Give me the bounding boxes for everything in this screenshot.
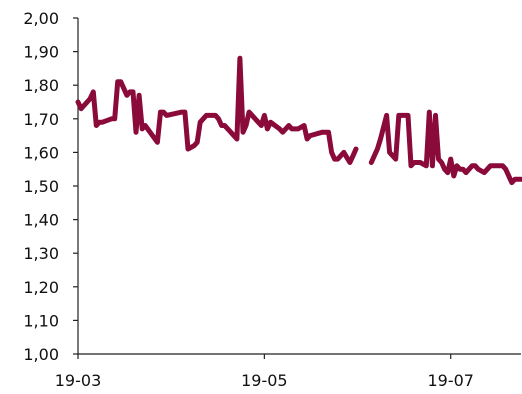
y-tick-label: 1,00 — [23, 345, 59, 364]
x-tick-label: 19-03 — [55, 371, 102, 390]
x-axis-ticks: 19-03 19-05 19-07 — [55, 354, 474, 390]
y-tick-label: 1,60 — [23, 143, 59, 162]
y-tick-label: 1,40 — [23, 211, 59, 230]
y-tick-label: 2,00 — [23, 9, 59, 28]
x-tick-label: 19-07 — [427, 371, 474, 390]
y-tick-label: 1,20 — [23, 278, 59, 297]
series-line-segment — [75, 55, 359, 165]
y-axis-ticks: 1,00 1,10 1,20 1,30 1,40 1,50 1,60 1,70 1,80 1,90… — [23, 9, 78, 364]
y-tick-label: 1,30 — [23, 244, 59, 263]
y-tick-label: 1,10 — [23, 311, 59, 330]
y-tick-label: 1,50 — [23, 177, 59, 196]
series-group — [75, 55, 522, 186]
x-tick-label: 19-05 — [241, 371, 288, 390]
y-tick-label: 1,80 — [23, 76, 59, 95]
y-tick-label: 1,90 — [23, 43, 59, 62]
series-line-segment — [368, 109, 522, 186]
y-tick-label: 1,70 — [23, 110, 59, 129]
